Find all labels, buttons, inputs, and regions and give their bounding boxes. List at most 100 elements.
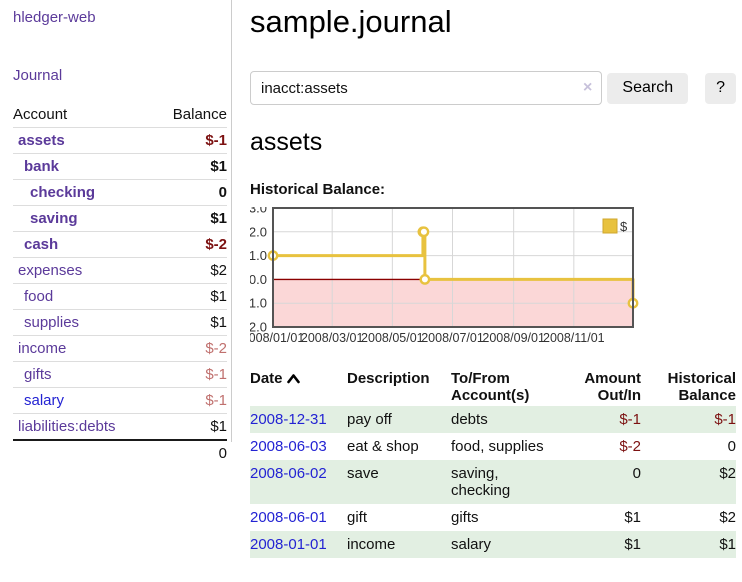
accounts-total-value: 0	[152, 439, 227, 466]
transaction-date-cell: 2008-06-03	[250, 433, 347, 460]
transaction-date-link[interactable]: 2008-06-01	[250, 509, 327, 526]
svg-text:2008/05/01: 2008/05/01	[361, 331, 424, 345]
accounts-header-row: Account Balance	[13, 103, 227, 128]
account-balance: $-1	[152, 387, 227, 414]
sidebar-account-link[interactable]: food	[24, 288, 54, 305]
transaction-accounts-cell: debts	[451, 411, 488, 428]
transaction-row: 2008-12-31 pay off debts $-1 $-1	[250, 406, 736, 433]
transaction-amount-cell: $1	[624, 509, 641, 526]
svg-text:2008/09/01: 2008/09/01	[482, 331, 545, 345]
page-title: sample.journal	[250, 4, 452, 39]
account-row: salary $-1	[13, 387, 227, 414]
sidebar-account-link[interactable]: salary	[24, 392, 65, 409]
transaction-description-cell: gift	[347, 509, 368, 526]
register-col-date[interactable]: Date	[250, 368, 347, 406]
account-row: food $1	[13, 283, 227, 310]
sidebar-account-link[interactable]: bank	[24, 158, 60, 175]
account-balance: $1	[152, 413, 227, 440]
account-row: liabilities:debts $1	[13, 413, 227, 440]
transaction-date-link[interactable]: 2008-06-03	[250, 438, 327, 455]
account-name-cell: liabilities:debts	[13, 413, 153, 440]
account-balance: $-2	[152, 335, 227, 362]
account-name-cell: bank	[13, 153, 153, 180]
app-title-link[interactable]: hledger-web	[13, 9, 96, 26]
account-balance: $1	[152, 309, 227, 336]
account-row: cash $-2	[13, 231, 227, 258]
search-input-wrap: ×	[250, 71, 603, 105]
svg-text:3.0: 3.0	[250, 207, 267, 216]
transaction-row: 2008-01-01 income salary $1 $1	[250, 531, 736, 558]
account-name-cell: cash	[13, 231, 153, 258]
transaction-description-cell: income	[347, 536, 396, 553]
transaction-date-cell: 2008-12-31	[250, 406, 347, 433]
sort-ascending-icon	[286, 371, 300, 388]
account-row: saving $1	[13, 205, 227, 232]
app-title: hledger-web	[13, 9, 231, 26]
help-button[interactable]: ?	[705, 72, 736, 104]
transaction-date-link[interactable]: 2008-01-01	[250, 536, 327, 553]
transaction-date-link[interactable]: 2008-12-31	[250, 411, 327, 428]
sidebar: hledger-web Journal Account Balance asse…	[0, 0, 232, 466]
account-name-cell: salary	[13, 387, 153, 414]
account-balance: $2	[152, 257, 227, 284]
accounts-table: Account Balance assets $-1 bank $1 checking 0…	[13, 103, 227, 466]
sidebar-account-link[interactable]: checking	[30, 184, 96, 201]
account-row: gifts $-1	[13, 361, 227, 388]
transaction-date-cell: 2008-06-02	[250, 460, 347, 504]
transaction-row: 2008-06-02 save saving, checking 0 $2	[250, 460, 736, 504]
accounts-total-spacer	[13, 439, 153, 466]
sidebar-account-link[interactable]: saving	[30, 210, 78, 227]
svg-text:-2.0: -2.0	[250, 320, 267, 335]
sidebar-account-link[interactable]: gifts	[24, 366, 52, 383]
sidebar-account-link[interactable]: income	[18, 340, 67, 357]
search-button[interactable]: Search	[607, 72, 689, 104]
sidebar-account-link[interactable]: assets	[18, 132, 65, 149]
svg-text:0.0: 0.0	[250, 272, 267, 287]
account-name-cell: supplies	[13, 309, 153, 336]
accounts-col-balance: Balance	[172, 106, 227, 123]
transaction-accounts-cell: food, supplies	[451, 438, 544, 455]
transaction-row: 2008-06-01 gift gifts $1 $2	[250, 504, 736, 531]
sidebar-account-link[interactable]: cash	[24, 236, 59, 253]
transaction-amount-cell: 0	[632, 465, 641, 482]
chart-title: Historical Balance:	[250, 181, 386, 198]
transaction-balance-cell: 0	[727, 438, 736, 455]
legend-swatch	[602, 218, 618, 234]
account-name-cell: food	[13, 283, 153, 310]
accounts-col-account: Account	[13, 106, 68, 123]
account-row: checking 0	[13, 179, 227, 206]
register-col-amount: Amount Out/In	[584, 370, 641, 404]
account-name-cell: gifts	[13, 361, 153, 388]
register-header-row: Date Description To/From Account(s) Amou…	[250, 368, 736, 406]
sidebar-account-link[interactable]: supplies	[24, 314, 80, 331]
sidebar-item-journal[interactable]: Journal	[13, 67, 63, 84]
account-name-cell: expenses	[13, 257, 153, 284]
transaction-date-cell: 2008-06-01	[250, 504, 347, 531]
clear-search-icon[interactable]: ×	[583, 79, 593, 96]
account-rows: assets $-1 bank $1 checking 0 saving $1 cash $-2 e…	[13, 127, 227, 440]
search-form: × Search ?	[250, 71, 736, 105]
transaction-date-link[interactable]: 2008-06-02	[250, 465, 327, 482]
svg-text:2.0: 2.0	[250, 224, 267, 239]
historical-balance-chart: 3.0 2.0 1.0 0.0 -1.0 -2.02008/01/012008/03/01…	[250, 207, 639, 345]
transaction-accounts-cell: gifts	[451, 509, 479, 526]
sidebar-account-link[interactable]: liabilities:debts	[18, 418, 116, 435]
account-balance: 0	[152, 179, 227, 206]
account-row: income $-2	[13, 335, 227, 362]
account-name-cell: saving	[13, 205, 153, 232]
search-input[interactable]	[250, 71, 603, 105]
account-row: bank $1	[13, 153, 227, 180]
transaction-accounts-cell: salary	[451, 536, 492, 553]
account-balance: $-2	[152, 231, 227, 258]
transaction-amount-cell: $-1	[619, 411, 641, 428]
transaction-description-cell: pay off	[347, 411, 392, 428]
account-name-cell: checking	[13, 179, 153, 206]
account-name-cell: income	[13, 335, 153, 362]
transaction-row: 2008-06-03 eat & shop food, supplies $-2 0	[250, 433, 736, 460]
register-col-description: Description	[347, 370, 430, 387]
sidebar-account-link[interactable]: expenses	[18, 262, 83, 279]
accounts-total-row: 0	[13, 439, 227, 466]
account-balance: $1	[152, 153, 227, 180]
transaction-balance-cell: $-1	[714, 411, 736, 428]
account-row: supplies $1	[13, 309, 227, 336]
